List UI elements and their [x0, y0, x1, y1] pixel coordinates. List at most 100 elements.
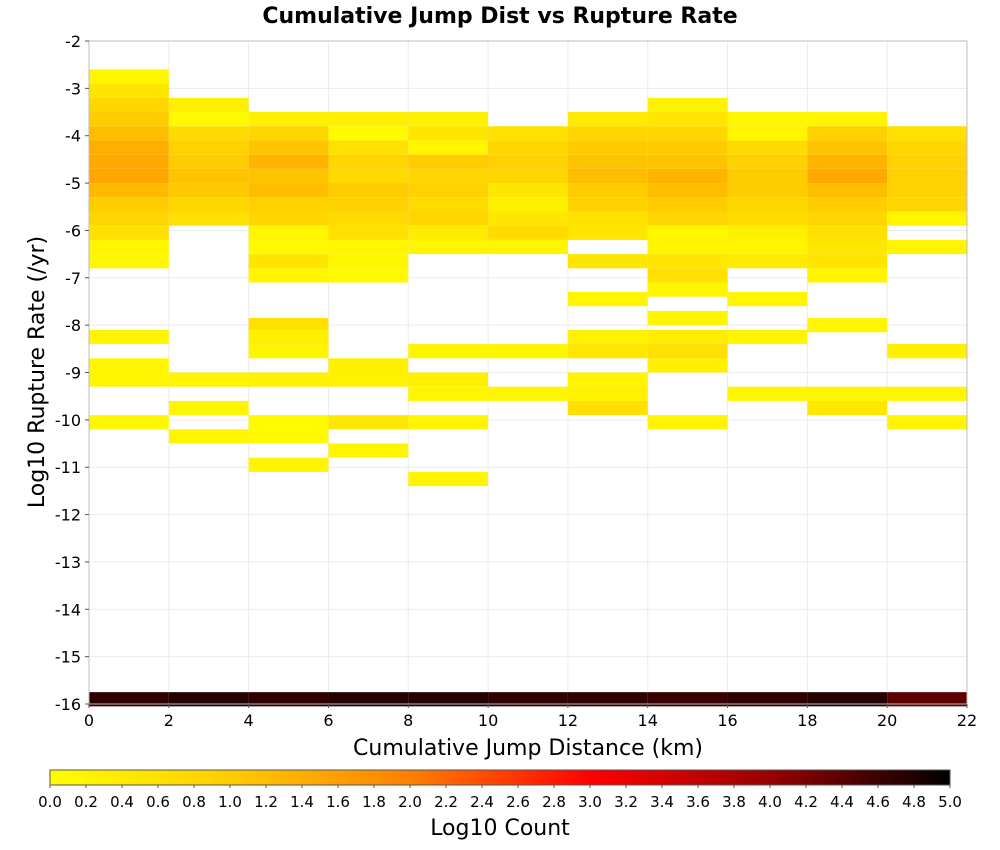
heatmap-cell	[567, 254, 648, 269]
heatmap-cell	[89, 83, 169, 98]
heatmap-cell	[807, 183, 888, 198]
x-axis-label: Cumulative Jump Distance (km)	[353, 736, 703, 761]
heatmap-cell	[647, 344, 728, 359]
heatmap-cell	[488, 183, 568, 198]
colorbar-tick-label: 2.2	[434, 793, 458, 811]
colorbar-tick-label: 1.2	[254, 793, 278, 811]
heatmap-cell	[168, 183, 249, 198]
heatmap-cell	[488, 126, 568, 141]
y-tick-label: -14	[55, 600, 81, 619]
heatmap-cell	[647, 239, 728, 255]
heatmap-cells	[89, 69, 967, 707]
heatmap-cell	[887, 211, 967, 226]
heatmap-cell	[408, 692, 489, 707]
heatmap-cell	[248, 154, 329, 169]
colorbar-tick-label: 3.4	[650, 793, 674, 811]
heatmap-cell	[727, 140, 808, 155]
heatmap-cell	[89, 692, 169, 707]
heatmap-cell	[248, 268, 329, 283]
y-tick-label: -3	[65, 79, 81, 98]
y-axis-label: Log10 Rupture Rate (/yr)	[25, 236, 50, 508]
heatmap-cell	[328, 183, 409, 198]
x-tick-label: 4	[244, 711, 254, 730]
heatmap-cell	[328, 112, 409, 127]
heatmap-cell	[168, 112, 249, 127]
colorbar	[49, 769, 951, 786]
heatmap-cell	[727, 154, 808, 169]
heatmap-cell	[647, 97, 728, 113]
heatmap-cell	[89, 329, 169, 345]
heatmap-cell	[807, 268, 888, 283]
y-tick-label: -4	[65, 127, 81, 146]
heatmap-cell	[567, 386, 648, 401]
heatmap-cell	[647, 692, 728, 707]
heatmap-cell	[727, 168, 808, 184]
heatmap-cell	[328, 254, 409, 269]
x-tick-label: 0	[84, 711, 94, 730]
heatmap-cell	[727, 225, 808, 240]
heatmap-cell	[807, 112, 888, 127]
heatmap-cell	[727, 329, 808, 345]
colorbar-label: Log10 Count	[430, 816, 570, 841]
y-tick-label: -11	[55, 458, 81, 477]
heatmap-cell	[408, 140, 489, 155]
heatmap-cell	[248, 429, 329, 444]
heatmap-cell	[647, 329, 728, 345]
heatmap-cell	[887, 183, 967, 198]
heatmap-cell	[567, 126, 648, 141]
heatmap-cell	[647, 310, 728, 326]
heatmap-cell	[727, 254, 808, 269]
heatmap-cell	[89, 168, 169, 184]
colorbar-tick-label: 0.8	[182, 793, 206, 811]
heatmap-cell	[887, 415, 967, 430]
heatmap-cell	[647, 282, 728, 297]
heatmap-cell	[328, 372, 409, 387]
heatmap-cell	[168, 168, 249, 184]
heatmap-cell	[887, 168, 967, 184]
heatmap-cell	[408, 386, 489, 401]
heatmap-cell	[89, 415, 169, 430]
heatmap-cell	[567, 329, 648, 345]
heatmap-cell	[567, 168, 648, 184]
heatmap-cell	[408, 239, 489, 255]
heatmap-cell	[647, 168, 728, 184]
heatmap-cell	[567, 140, 648, 155]
heatmap-cell	[567, 183, 648, 198]
heatmap-cell	[408, 126, 489, 141]
heatmap-cell	[647, 268, 728, 283]
heatmap-cell	[328, 443, 409, 458]
heatmap-cell	[567, 225, 648, 240]
heatmap-cell	[727, 386, 808, 401]
heatmap-cell	[248, 415, 329, 430]
heatmap-cell	[328, 239, 409, 255]
heatmap-cell	[807, 168, 888, 184]
heatmap-cell	[807, 254, 888, 269]
y-tick-label: -13	[55, 553, 81, 572]
heatmap-cell	[168, 126, 249, 141]
heatmap-cell	[807, 154, 888, 169]
heatmap-cell	[408, 211, 489, 226]
heatmap-cell	[248, 692, 329, 707]
heatmap-cell	[248, 168, 329, 184]
heatmap-cell	[89, 225, 169, 240]
heatmap-cell	[567, 291, 648, 307]
heatmap-cell	[567, 344, 648, 359]
heatmap-cell	[248, 211, 329, 226]
colorbar-tick-label: 1.0	[218, 793, 242, 811]
heatmap-cell	[727, 692, 808, 707]
x-tick-label: 10	[478, 711, 498, 730]
y-tick-label: -10	[55, 411, 81, 430]
heatmap-cell	[807, 386, 888, 401]
y-tick-label: -5	[65, 174, 81, 193]
heatmap-cell	[248, 239, 329, 255]
colorbar-tick-label: 3.8	[722, 793, 746, 811]
heatmap-cell	[887, 126, 967, 141]
colorbar-tick-label: 2.6	[506, 793, 530, 811]
colorbar-tick-label: 0.4	[110, 793, 134, 811]
colorbar-tick-label: 0.0	[38, 793, 62, 811]
heatmap-cell	[89, 140, 169, 155]
x-axis-ticks: 0 2 4 6 8 10 12 14 16 18 20 22	[84, 704, 977, 730]
heatmap-cell	[887, 154, 967, 169]
heatmap-cell	[727, 197, 808, 212]
heatmap-cell	[647, 197, 728, 212]
